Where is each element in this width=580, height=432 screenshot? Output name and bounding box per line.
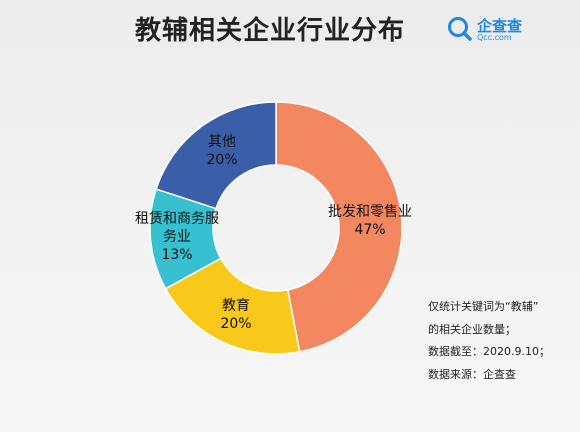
donut-slice bbox=[155, 101, 277, 210]
footnote-line: 数据来源：企查查 bbox=[428, 367, 516, 381]
footnote-line: 的相关企业数量； bbox=[428, 322, 516, 336]
slice-name: 务业 bbox=[163, 229, 191, 245]
logo-domain: Qcc.com bbox=[477, 33, 512, 42]
slice-label: 批发和零售业 47% bbox=[328, 204, 412, 238]
qcc-search-logo-icon bbox=[448, 17, 472, 41]
slice-label: 租赁和商务服务业 13% bbox=[135, 211, 219, 263]
footnote: 仅统计关键词为“教辅” 的相关企业数量； 数据截至：2020.9.10； 数据来… bbox=[428, 296, 578, 386]
brand-logo: 企查查 Qcc.com bbox=[447, 12, 567, 48]
slice-name: 批发和零售业 bbox=[328, 204, 412, 220]
chart-title: 教辅相关企业行业分布 bbox=[134, 16, 405, 46]
slice-label: 教育 20% bbox=[220, 298, 251, 332]
footnote-line: 数据截至：2020.9.10； bbox=[428, 345, 550, 358]
footnote-line: 仅统计关键词为“教辅” bbox=[428, 300, 539, 313]
slice-name: 租赁和商务服 bbox=[135, 211, 219, 227]
slice-percent: 47% bbox=[354, 222, 385, 238]
donut-slice bbox=[164, 257, 301, 355]
slice-name: 教育 bbox=[222, 298, 250, 314]
slice-label: 其他 20% bbox=[206, 134, 237, 168]
slice-percent: 20% bbox=[220, 316, 251, 332]
slice-percent: 20% bbox=[206, 152, 237, 168]
slice-percent: 13% bbox=[161, 247, 192, 263]
slice-name: 其他 bbox=[208, 134, 236, 150]
donut-slice bbox=[275, 101, 403, 353]
logo-name: 企查查 bbox=[477, 17, 523, 35]
